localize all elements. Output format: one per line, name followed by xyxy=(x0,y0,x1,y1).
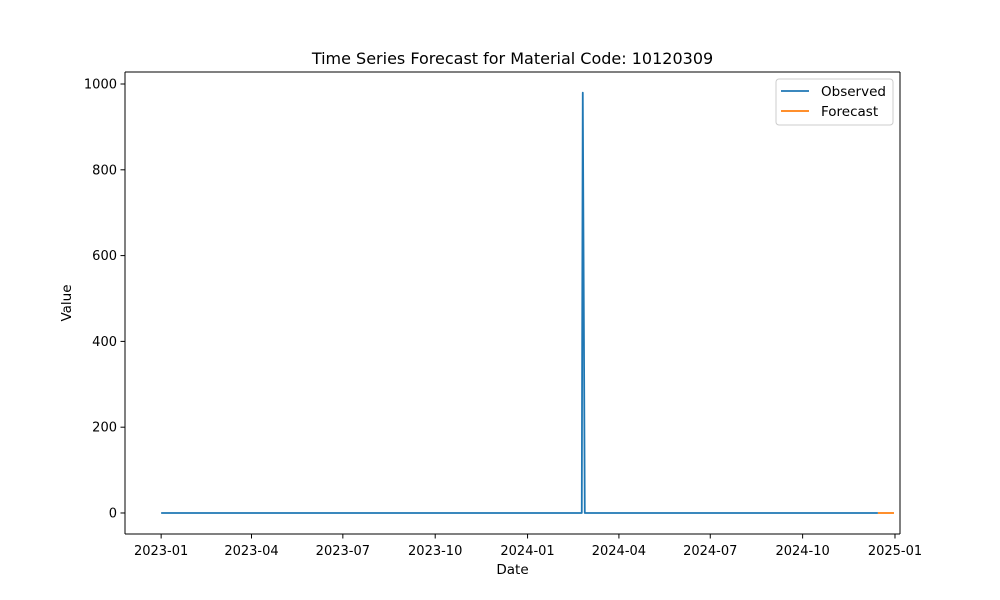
y-axis-label: Value xyxy=(59,284,75,321)
legend-label-observed: Observed xyxy=(821,84,886,100)
series-line-observed xyxy=(161,91,878,514)
x-tick-label: 2024-04 xyxy=(592,544,646,559)
y-tick-label: 1000 xyxy=(84,78,117,93)
x-axis-label: Date xyxy=(496,562,528,578)
y-tick-label: 600 xyxy=(92,249,117,264)
chart-title: Time Series Forecast for Material Code: … xyxy=(311,49,713,68)
x-tick-label: 2024-01 xyxy=(500,544,554,559)
series-layer xyxy=(161,91,894,514)
x-tick-label: 2024-07 xyxy=(683,544,737,559)
y-axis-ticks: 0 200 400 600 800 1000 xyxy=(84,78,125,521)
x-tick-label: 2023-10 xyxy=(408,544,462,559)
plot-area xyxy=(125,72,900,534)
legend: Observed Forecast xyxy=(775,78,894,126)
x-axis-ticks: 2023-01 2023-04 2023-07 2023-10 2024-01 2024-… xyxy=(134,534,922,559)
axes-frame xyxy=(124,71,901,535)
x-tick-label: 2023-01 xyxy=(134,544,188,559)
y-tick-label: 200 xyxy=(92,421,117,436)
y-tick-label: 800 xyxy=(92,163,117,178)
legend-label-forecast: Forecast xyxy=(821,104,878,120)
y-tick-label: 400 xyxy=(92,335,117,350)
x-tick-label: 2024-10 xyxy=(775,544,829,559)
x-tick-label: 2025-01 xyxy=(868,544,922,559)
x-tick-label: 2023-07 xyxy=(316,544,370,559)
y-tick-label: 0 xyxy=(109,506,117,521)
x-tick-label: 2023-04 xyxy=(224,544,278,559)
legend-items: Observed Forecast xyxy=(781,84,886,120)
